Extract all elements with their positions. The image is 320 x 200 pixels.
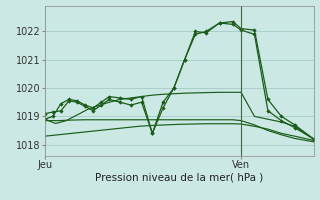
X-axis label: Pression niveau de la mer( hPa ): Pression niveau de la mer( hPa ): [95, 173, 263, 183]
